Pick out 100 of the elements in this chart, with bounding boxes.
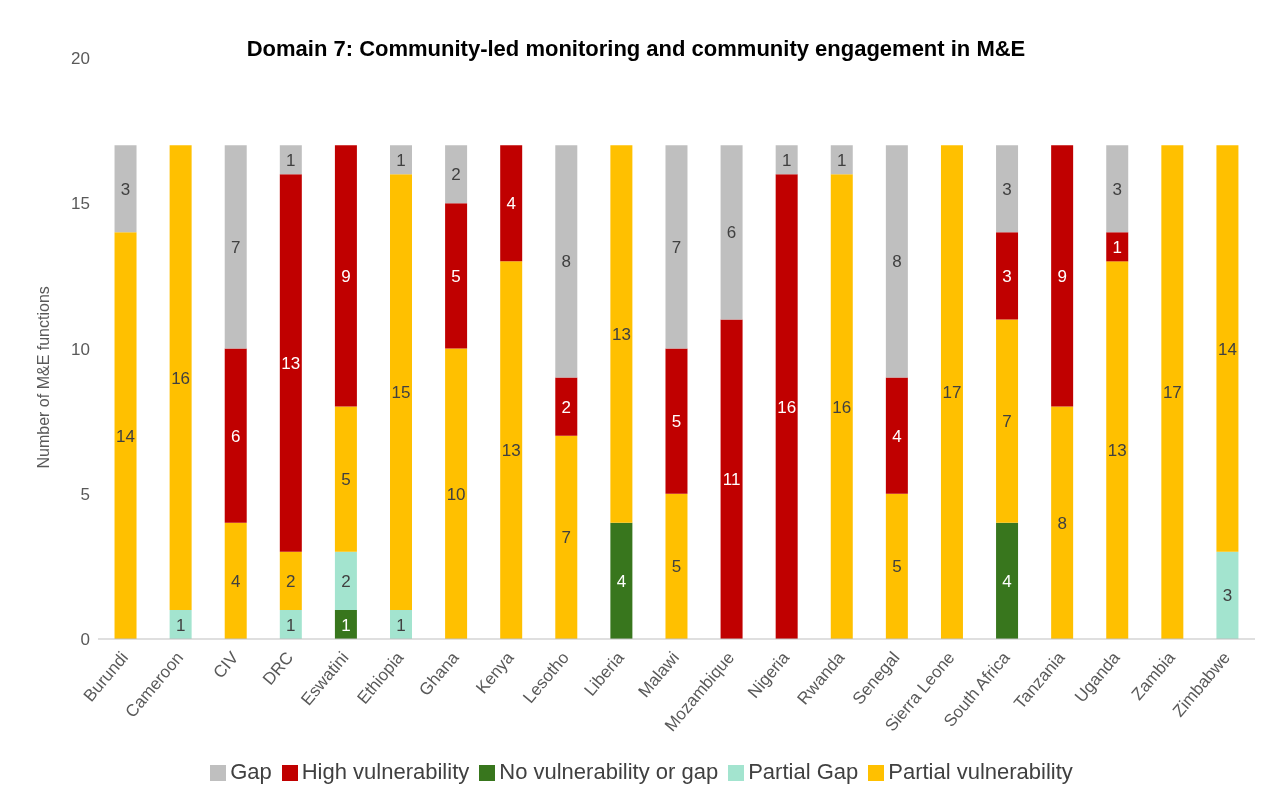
data-label: 6 [726,223,737,243]
bar [1106,232,1129,262]
data-label: 7 [230,237,241,257]
bar [334,145,357,407]
data-label: 16 [777,397,797,417]
bar [445,203,468,349]
data-label: 2 [451,165,461,185]
y-tick-label: 10 [71,339,90,359]
data-label: 5 [671,412,682,432]
y-tick-label: 20 [71,49,90,69]
data-label: 4 [506,194,516,214]
x-tick-label: CIV [209,647,243,683]
bar [1106,145,1129,233]
data-label: 14 [1217,339,1237,359]
bar [224,348,247,523]
data-label: 8 [892,252,902,272]
bar [996,232,1019,320]
bar [390,174,412,610]
bar [279,551,302,610]
bar [224,145,247,349]
bar [996,522,1019,639]
data-label: 4 [1002,571,1012,591]
data-label: 3 [120,179,131,199]
bar [279,174,302,552]
legend-label: No vulnerability or gap [499,759,719,784]
bar [830,145,853,175]
data-label: 4 [892,426,902,446]
y-axis-title: Number of M&E functions [34,286,52,469]
data-label: 5 [451,266,461,286]
bar [224,522,247,639]
data-label: 17 [942,383,962,403]
data-label: 1 [1112,237,1122,257]
data-label: 4 [230,571,241,591]
chart-title: Domain 7: Community-led monitoring and community engagement in M&E [246,36,1026,61]
data-label: 7 [671,237,682,257]
legend-label: Partial Gap [748,759,859,784]
bar [500,145,523,262]
data-label: 8 [1057,513,1067,533]
data-label: 1 [286,150,296,170]
bar [610,522,633,639]
bar [665,348,688,494]
data-label: 1 [396,615,406,635]
bar [775,145,798,175]
bar [1106,261,1129,639]
data-label: 1 [341,615,351,635]
bar [555,145,578,378]
bar [445,145,468,204]
data-label: 4 [616,571,627,591]
data-label: 16 [171,368,191,388]
y-tick-label: 0 [80,630,90,650]
data-label: 5 [671,557,682,577]
data-label: 13 [611,325,631,345]
bar [885,493,908,639]
data-label: 14 [116,426,135,446]
data-label: 1 [396,150,406,170]
data-label: 7 [561,528,572,548]
bar [665,145,688,349]
data-label: 8 [561,252,572,272]
bar [830,174,853,639]
data-label: 3 [1112,179,1122,199]
legend-label: Gap [230,759,272,784]
data-label: 9 [341,266,351,286]
data-label: 13 [281,354,301,374]
bar [665,493,688,639]
data-label: 2 [561,397,572,417]
data-label: 1 [781,150,792,170]
data-label: 7 [1002,412,1012,432]
data-label: 17 [1162,383,1182,403]
data-label: 2 [286,571,296,591]
bar [169,145,192,610]
bar [775,174,798,639]
bar [610,145,633,523]
data-label: 13 [501,441,521,461]
bar [279,145,302,175]
data-label: 15 [391,383,411,403]
bar [334,406,357,552]
data-label: 1 [175,615,186,635]
bar [555,435,578,639]
bar [500,261,523,639]
data-label: 11 [722,470,741,490]
data-label: 3 [1222,586,1233,606]
bar [445,348,468,639]
bar [1051,145,1074,407]
bar [940,145,963,639]
bar [885,377,908,494]
legend-label: Partial vulnerability [888,759,1073,784]
bar [114,145,137,233]
bar [334,551,357,610]
data-label: 9 [1057,266,1067,286]
bar [996,319,1019,523]
bar [885,145,908,378]
data-label: 13 [1107,441,1127,461]
bar [720,145,743,320]
bar [1051,406,1074,639]
bar [1161,145,1184,639]
data-label: 10 [446,484,466,504]
bar [996,145,1019,233]
data-label: 1 [837,150,847,170]
data-label: 1 [286,615,296,635]
data-label: 2 [341,571,351,591]
